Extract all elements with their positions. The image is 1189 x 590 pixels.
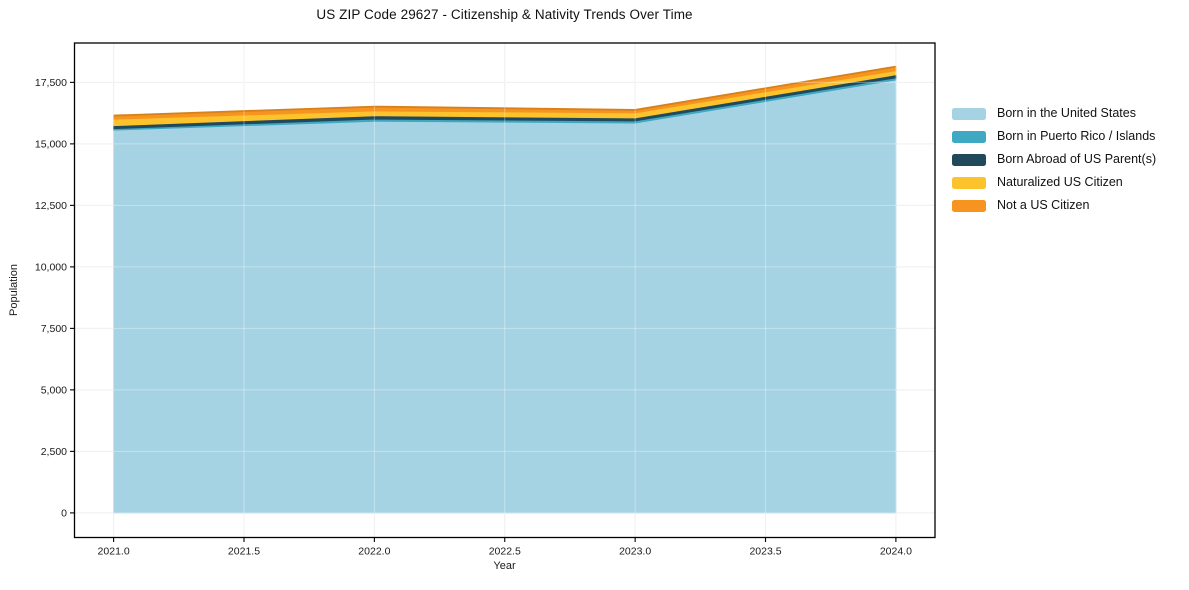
- y-axis-label: Population: [8, 264, 20, 316]
- x-tick-label: 2023.0: [619, 546, 651, 558]
- x-tick-label: 2021.0: [98, 546, 130, 558]
- y-tick-label: 2,500: [41, 446, 67, 458]
- legend: Born in the United States Born in Puerto…: [952, 107, 1156, 222]
- legend-item: Not a US Citizen: [952, 199, 1156, 212]
- legend-item: Naturalized US Citizen: [952, 176, 1156, 189]
- legend-swatch-born-abroad: [952, 153, 986, 166]
- legend-label: Born in Puerto Rico / Islands: [997, 129, 1156, 143]
- x-tick-label: 2023.5: [749, 546, 781, 558]
- x-tick-label: 2022.0: [358, 546, 390, 558]
- legend-swatch-not-citizen: [952, 199, 986, 212]
- legend-label: Not a US Citizen: [997, 198, 1090, 212]
- legend-swatch-naturalized: [952, 176, 986, 189]
- legend-label: Naturalized US Citizen: [997, 175, 1123, 189]
- x-axis-label: Year: [493, 560, 516, 572]
- legend-item: Born Abroad of US Parent(s): [952, 153, 1156, 166]
- y-tick-label: 0: [61, 507, 67, 519]
- legend-item: Born in Puerto Rico / Islands: [952, 130, 1156, 143]
- x-tick-label: 2021.5: [228, 546, 260, 558]
- legend-item: Born in the United States: [952, 107, 1156, 120]
- y-tick-label: 15,000: [35, 138, 67, 150]
- legend-label: Born in the United States: [997, 106, 1136, 120]
- x-tick-label: 2024.0: [880, 546, 912, 558]
- chart-title: US ZIP Code 29627 - Citizenship & Nativi…: [316, 7, 693, 22]
- legend-label: Born Abroad of US Parent(s): [997, 152, 1157, 166]
- y-tick-label: 7,500: [41, 323, 67, 335]
- y-tick-label: 5,000: [41, 384, 67, 396]
- x-tick-label: 2022.5: [489, 546, 521, 558]
- y-tick-label: 12,500: [35, 200, 67, 212]
- legend-swatch-puerto-rico: [952, 130, 986, 143]
- y-tick-label: 17,500: [35, 77, 67, 89]
- stack-top-edge: [113, 65, 897, 117]
- legend-swatch-born-in-us: [952, 107, 986, 120]
- y-tick-label: 10,000: [35, 261, 67, 273]
